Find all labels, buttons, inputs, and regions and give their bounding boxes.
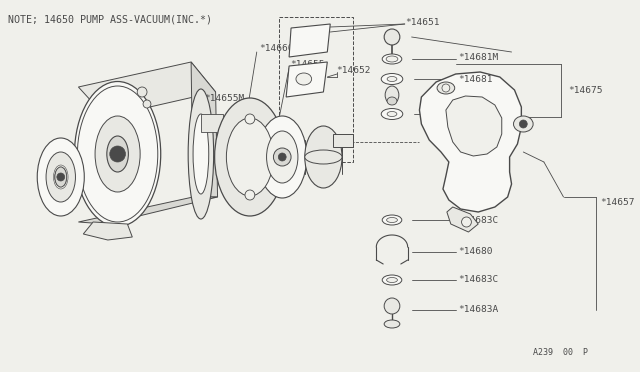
Ellipse shape bbox=[387, 218, 397, 222]
Text: *14675: *14675 bbox=[568, 86, 603, 94]
Polygon shape bbox=[83, 222, 132, 240]
Ellipse shape bbox=[214, 98, 285, 216]
Ellipse shape bbox=[46, 152, 76, 202]
Ellipse shape bbox=[387, 278, 397, 282]
Circle shape bbox=[110, 146, 125, 162]
Circle shape bbox=[442, 84, 450, 92]
Ellipse shape bbox=[386, 56, 398, 62]
Text: A239  00  P: A239 00 P bbox=[533, 348, 588, 357]
Ellipse shape bbox=[267, 131, 298, 183]
Ellipse shape bbox=[385, 86, 399, 104]
Ellipse shape bbox=[107, 136, 129, 172]
Circle shape bbox=[57, 173, 65, 181]
Ellipse shape bbox=[384, 320, 400, 328]
Polygon shape bbox=[191, 62, 218, 197]
Text: *14681: *14681 bbox=[459, 74, 493, 83]
Text: *14681: *14681 bbox=[459, 109, 493, 119]
Polygon shape bbox=[79, 197, 218, 224]
Circle shape bbox=[137, 87, 147, 97]
Circle shape bbox=[384, 298, 400, 314]
Ellipse shape bbox=[305, 150, 342, 164]
Ellipse shape bbox=[193, 114, 209, 194]
Polygon shape bbox=[289, 24, 330, 57]
Circle shape bbox=[143, 100, 151, 108]
Text: *14683C: *14683C bbox=[459, 215, 499, 224]
Ellipse shape bbox=[382, 215, 402, 225]
Text: NOTE; 14650 PUMP ASS-VACUUM(INC.*): NOTE; 14650 PUMP ASS-VACUUM(INC.*) bbox=[8, 14, 212, 24]
Text: *14652: *14652 bbox=[336, 65, 371, 74]
Text: *14657: *14657 bbox=[600, 198, 634, 206]
Circle shape bbox=[384, 29, 400, 45]
Circle shape bbox=[520, 120, 527, 128]
Polygon shape bbox=[446, 96, 502, 156]
Ellipse shape bbox=[74, 81, 161, 227]
Text: *14655M: *14655M bbox=[204, 93, 244, 103]
Polygon shape bbox=[201, 114, 223, 132]
Ellipse shape bbox=[55, 167, 67, 187]
Polygon shape bbox=[286, 62, 327, 97]
Ellipse shape bbox=[387, 97, 397, 105]
Circle shape bbox=[278, 153, 286, 161]
Ellipse shape bbox=[227, 118, 273, 196]
Ellipse shape bbox=[258, 116, 307, 198]
Text: *14683C: *14683C bbox=[459, 276, 499, 285]
Polygon shape bbox=[447, 207, 478, 232]
Ellipse shape bbox=[387, 112, 397, 116]
Ellipse shape bbox=[305, 126, 342, 188]
Ellipse shape bbox=[37, 138, 84, 216]
Text: *14660: *14660 bbox=[260, 44, 294, 52]
Text: *14680: *14680 bbox=[459, 247, 493, 257]
Ellipse shape bbox=[95, 116, 140, 192]
Circle shape bbox=[461, 217, 472, 227]
Ellipse shape bbox=[437, 82, 455, 94]
Ellipse shape bbox=[381, 74, 403, 84]
Ellipse shape bbox=[382, 54, 402, 64]
Circle shape bbox=[273, 148, 291, 166]
Ellipse shape bbox=[381, 109, 403, 119]
Text: *14681M: *14681M bbox=[459, 52, 499, 61]
Polygon shape bbox=[333, 134, 353, 147]
Ellipse shape bbox=[296, 73, 312, 85]
Polygon shape bbox=[79, 62, 216, 117]
Ellipse shape bbox=[382, 275, 402, 285]
Text: *14683A: *14683A bbox=[459, 305, 499, 314]
Ellipse shape bbox=[387, 77, 397, 81]
Circle shape bbox=[245, 190, 255, 200]
Circle shape bbox=[245, 114, 255, 124]
Text: *14651: *14651 bbox=[404, 17, 439, 26]
Ellipse shape bbox=[188, 89, 214, 219]
Text: *14655: *14655 bbox=[290, 60, 324, 68]
Polygon shape bbox=[419, 72, 522, 212]
Ellipse shape bbox=[513, 116, 533, 132]
